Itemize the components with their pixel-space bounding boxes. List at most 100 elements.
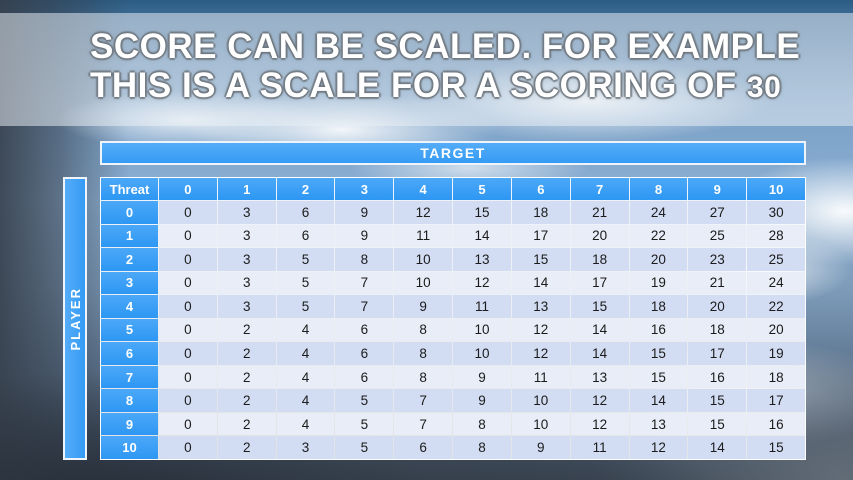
score-cell-r2-c7: 18 [570,248,629,271]
score-cell-r0-c2: 6 [276,201,335,224]
score-cell-r7-c4: 8 [394,365,453,389]
column-header-4: 4 [394,178,453,200]
score-cell-r5-c7: 14 [570,318,629,342]
score-cell-r6-c9: 17 [688,342,747,365]
column-header-10: 10 [747,178,805,200]
target-header-bar: TARGET [100,141,806,165]
scale-value: 30 [746,71,782,104]
score-cell-r2-c5: 13 [453,248,511,271]
score-cell-r7-c10: 18 [747,365,805,389]
score-cell-r2-c6: 15 [511,248,570,271]
score-cell-r5-c0: 0 [159,318,217,342]
score-cell-r1-c6: 17 [511,224,570,248]
score-cell-r7-c5: 9 [453,365,511,389]
score-cell-r8-c8: 14 [629,389,688,412]
column-header-1: 1 [217,178,276,200]
threat-header-cell: Threat [101,178,158,200]
score-cell-r6-c8: 15 [629,342,688,365]
score-cell-r8-c10: 17 [747,389,805,412]
score-cell-r3-c10: 24 [747,271,805,295]
score-cell-r1-c8: 22 [629,224,688,248]
score-cell-r6-c6: 12 [511,342,570,365]
score-cell-r6-c2: 4 [276,342,335,365]
score-cell-r9-c9: 15 [688,412,747,436]
player-label: PLAYER [67,286,83,351]
score-cell-r9-c0: 0 [159,412,217,436]
score-cell-r3-c0: 0 [159,271,217,295]
score-cell-r5-c2: 4 [276,318,335,342]
score-cell-r7-c0: 0 [159,365,217,389]
score-cell-r2-c8: 20 [629,248,688,271]
title-band [0,13,853,126]
row-header-9: 9 [101,412,158,436]
score-cell-r7-c9: 16 [688,365,747,389]
score-cell-r5-c6: 12 [511,318,570,342]
score-cell-r10-c8: 12 [629,436,688,459]
score-cell-r10-c4: 6 [394,436,453,459]
score-cell-r2-c3: 8 [335,248,394,271]
score-cell-r4-c6: 13 [511,295,570,318]
slide-title-line1: SCORE CAN BE SCALED. FOR EXAMPLE [90,27,801,66]
score-cell-r3-c7: 17 [570,271,629,295]
score-cell-r7-c6: 11 [511,365,570,389]
score-cell-r0-c3: 9 [335,201,394,224]
score-cell-r5-c1: 2 [217,318,276,342]
score-cell-r9-c5: 8 [453,412,511,436]
score-cell-r5-c4: 8 [394,318,453,342]
score-cell-r9-c1: 2 [217,412,276,436]
score-cell-r8-c1: 2 [217,389,276,412]
score-cell-r10-c1: 2 [217,436,276,459]
score-cell-r3-c1: 3 [217,271,276,295]
score-cell-r5-c3: 6 [335,318,394,342]
score-cell-r3-c4: 10 [394,271,453,295]
score-cell-r0-c6: 18 [511,201,570,224]
score-cell-r1-c2: 6 [276,224,335,248]
score-cell-r5-c9: 18 [688,318,747,342]
score-cell-r0-c7: 21 [570,201,629,224]
score-cell-r3-c5: 12 [453,271,511,295]
score-cell-r1-c10: 28 [747,224,805,248]
score-cell-r1-c3: 9 [335,224,394,248]
score-cell-r4-c5: 11 [453,295,511,318]
score-cell-r7-c1: 2 [217,365,276,389]
score-cell-r7-c8: 15 [629,365,688,389]
column-header-7: 7 [570,178,629,200]
score-cell-r0-c4: 12 [394,201,453,224]
row-header-8: 8 [101,389,158,412]
score-cell-r10-c7: 11 [570,436,629,459]
score-cell-r0-c9: 27 [688,201,747,224]
score-cell-r6-c0: 0 [159,342,217,365]
score-cell-r1-c1: 3 [217,224,276,248]
column-header-3: 3 [335,178,394,200]
score-cell-r1-c7: 20 [570,224,629,248]
score-cell-r2-c0: 0 [159,248,217,271]
score-cell-r10-c2: 3 [276,436,335,459]
score-cell-r1-c9: 25 [688,224,747,248]
slide-title: SCORE CAN BE SCALED. FOR EXAMPLE THIS IS… [90,27,830,107]
row-header-7: 7 [101,365,158,389]
score-cell-r6-c10: 19 [747,342,805,365]
score-cell-r8-c3: 5 [335,389,394,412]
score-grid: Threat 0 1 2 3 4 5 6 7 8 9 10 0 0 3 6 9 12 15 18 21 24 27 30 1 0 3… [100,177,806,460]
score-cell-r0-c5: 15 [453,201,511,224]
score-cell-r7-c3: 6 [335,365,394,389]
score-cell-r0-c8: 24 [629,201,688,224]
row-header-10: 10 [101,436,158,459]
score-cell-r10-c10: 15 [747,436,805,459]
score-cell-r2-c4: 10 [394,248,453,271]
score-cell-r0-c10: 30 [747,201,805,224]
score-cell-r8-c2: 4 [276,389,335,412]
score-cell-r9-c3: 5 [335,412,394,436]
score-cell-r10-c5: 8 [453,436,511,459]
score-cell-r4-c9: 20 [688,295,747,318]
score-cell-r3-c3: 7 [335,271,394,295]
score-cell-r9-c2: 4 [276,412,335,436]
score-cell-r4-c3: 7 [335,295,394,318]
score-cell-r8-c0: 0 [159,389,217,412]
score-cell-r1-c5: 14 [453,224,511,248]
score-cell-r3-c8: 19 [629,271,688,295]
score-cell-r5-c5: 10 [453,318,511,342]
score-cell-r2-c9: 23 [688,248,747,271]
score-cell-r2-c10: 25 [747,248,805,271]
score-cell-r4-c7: 15 [570,295,629,318]
